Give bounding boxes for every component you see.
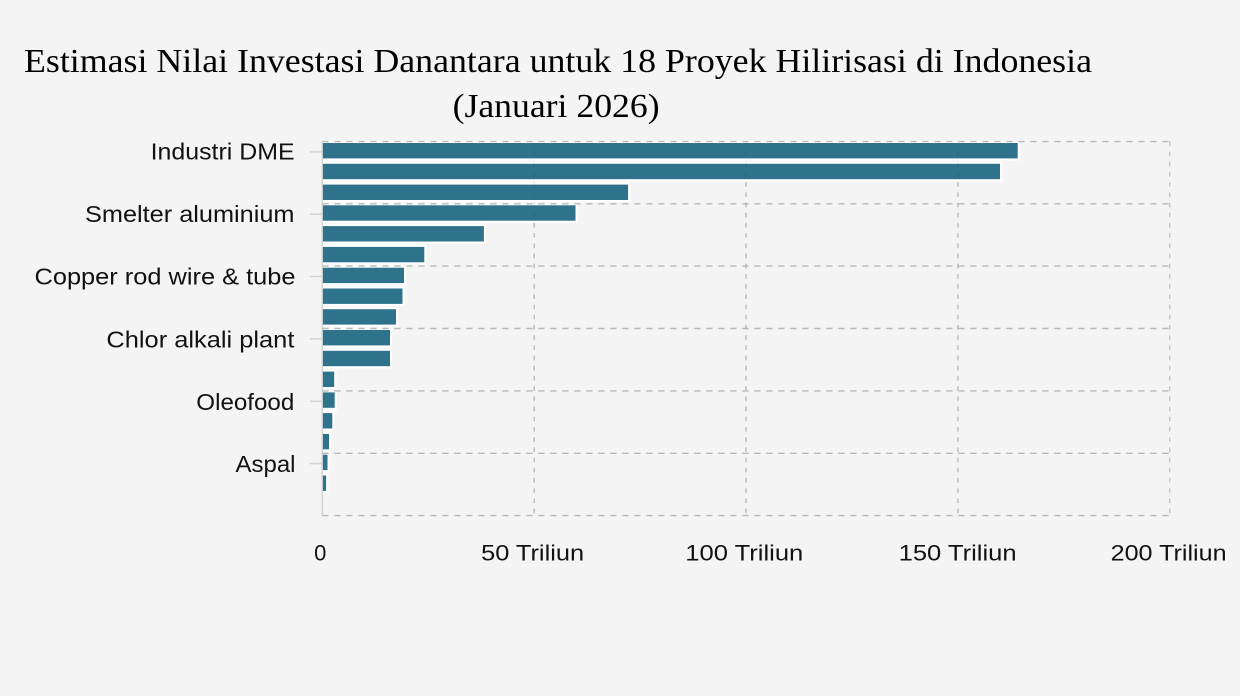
svg-text:Chlor alkali plant: Chlor alkali plant [106,327,295,353]
svg-text:150 Triliun: 150 Triliun [899,541,1017,566]
svg-text:50 Triliun: 50 Triliun [481,541,584,566]
svg-text:Aspal: Aspal [236,451,296,477]
svg-text:Industri DME: Industri DME [151,139,295,165]
svg-text:200 Triliun: 200 Triliun [1111,541,1227,566]
svg-text:Smelter aluminium: Smelter aluminium [85,201,295,227]
svg-text:Copper rod wire & tube: Copper rod wire & tube [35,263,296,289]
svg-text:Oleofood: Oleofood [196,389,294,415]
svg-text:(Januari 2026): (Januari 2026) [453,88,660,125]
svg-text:0: 0 [314,541,326,566]
svg-text:100 Triliun: 100 Triliun [685,541,803,566]
svg-text:Estimasi Nilai Investasi Danan: Estimasi Nilai Investasi Danantara untuk… [24,43,1092,80]
